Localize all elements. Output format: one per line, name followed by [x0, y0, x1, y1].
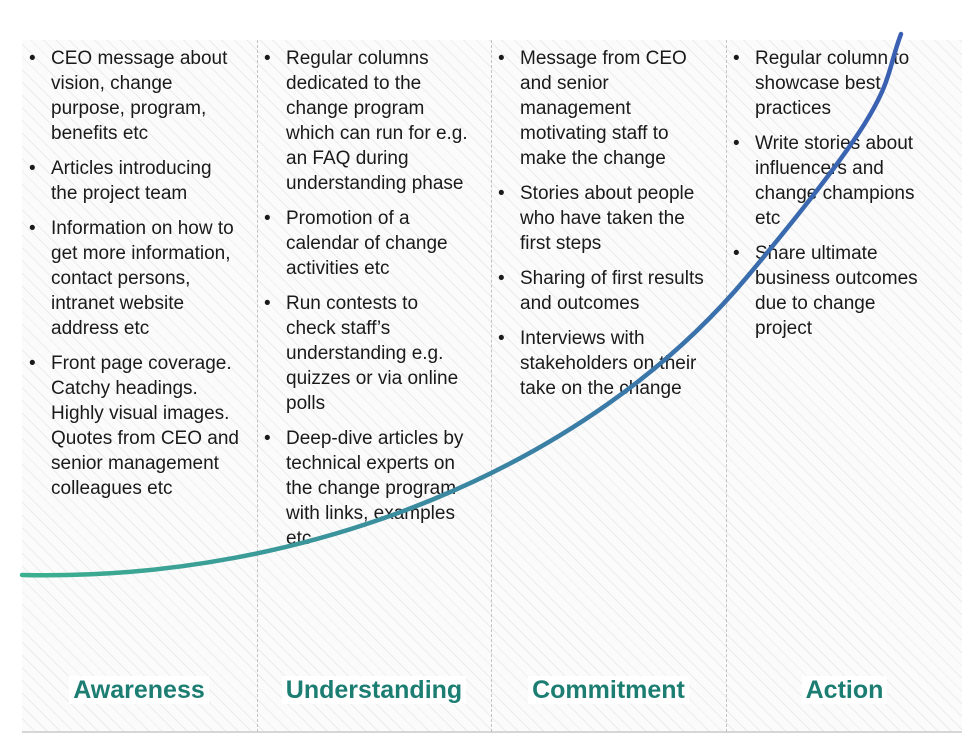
list-item: Stories about people who have taken the …: [493, 181, 725, 256]
baseline: [22, 731, 962, 733]
understanding-list: Regular columns dedicated to the change …: [259, 46, 490, 551]
awareness-list: CEO message about vision, change purpose…: [24, 46, 256, 501]
list-item: Front page coverage. Catchy headings. Hi…: [24, 351, 256, 501]
column-understanding: Regular columns dedicated to the change …: [259, 46, 490, 561]
list-item: Share ultimate business outcomes due to …: [728, 241, 960, 341]
phase-label: Awareness: [69, 676, 209, 704]
list-item: Run contests to check staff’s understand…: [259, 291, 490, 416]
list-item: Regular column to showcase best practice…: [728, 46, 960, 121]
list-item: Deep-dive articles by technical experts …: [259, 426, 490, 551]
phase-label: Understanding: [281, 676, 467, 704]
column-action: Regular column to showcase best practice…: [728, 46, 960, 351]
list-item: Regular columns dedicated to the change …: [259, 46, 490, 196]
list-item: Articles introducing the project team: [24, 156, 256, 206]
phase-label: Commitment: [528, 676, 689, 704]
list-item: Information on how to get more informati…: [24, 216, 256, 341]
phase-understanding: Understanding: [258, 672, 490, 708]
divider-2: [491, 40, 492, 732]
column-awareness: CEO message about vision, change purpose…: [24, 46, 256, 511]
column-commitment: Message from CEO and senior management m…: [493, 46, 725, 411]
list-item: CEO message about vision, change purpose…: [24, 46, 256, 146]
divider-1: [257, 40, 258, 732]
list-item: Promotion of a calendar of change activi…: [259, 206, 490, 281]
phase-label: Action: [801, 676, 888, 704]
phase-commitment: Commitment: [492, 672, 725, 708]
list-item: Sharing of first results and outcomes: [493, 266, 725, 316]
list-item: Interviews with stakeholders on their ta…: [493, 326, 725, 401]
phase-action: Action: [727, 672, 962, 708]
divider-3: [726, 40, 727, 732]
list-item: Write stories about influencers and chan…: [728, 131, 960, 231]
commitment-list: Message from CEO and senior management m…: [493, 46, 725, 401]
list-item: Message from CEO and senior management m…: [493, 46, 725, 171]
action-list: Regular column to showcase best practice…: [728, 46, 960, 341]
phase-awareness: Awareness: [22, 672, 256, 708]
